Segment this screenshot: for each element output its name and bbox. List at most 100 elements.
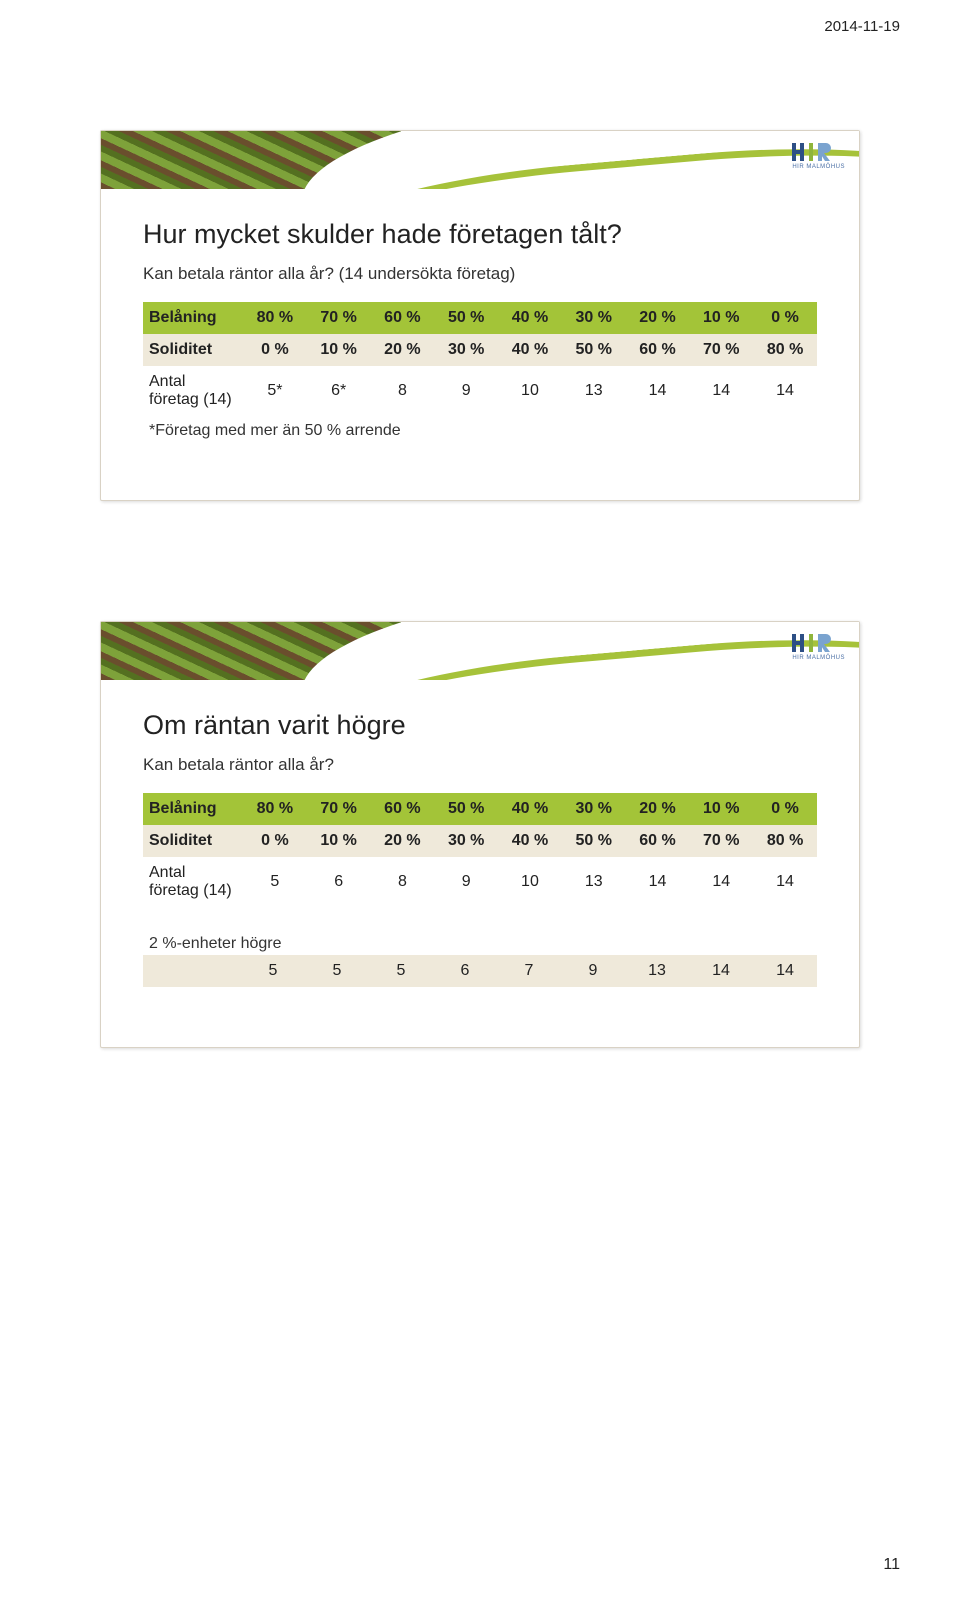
hir-logo-icon <box>792 141 842 163</box>
table-cell: 10 <box>498 857 562 907</box>
table-cell: 40 % <box>498 302 562 334</box>
table-row-belaning: Belåning80 %70 %60 %50 %40 %30 %20 %10 %… <box>143 793 817 825</box>
slide-1-body: Hur mycket skulder hade företagen tålt? … <box>101 189 859 500</box>
slide-2: HIR MALMÖHUS Om räntan varit högre Kan b… <box>100 621 860 1048</box>
slide-header-graphic: HIR MALMÖHUS <box>101 131 859 189</box>
slide-2-extra-table: 555679131414 <box>143 955 817 987</box>
table-cell: 0 % <box>243 825 307 857</box>
hir-logo-subtitle: HIR MALMÖHUS <box>792 164 845 170</box>
table-cell: 14 <box>753 955 817 987</box>
table-cell: 10 % <box>689 302 753 334</box>
table-cell: 10 % <box>307 825 371 857</box>
slide-2-subtitle: Kan betala räntor alla år? <box>143 755 817 775</box>
table-cell: 30 % <box>434 825 498 857</box>
table-cell: 5 <box>369 955 433 987</box>
table-cell: 5 <box>305 955 369 987</box>
table-cell: 70 % <box>689 825 753 857</box>
table-cell: 80 % <box>753 334 817 366</box>
table-cell: 70 % <box>307 302 371 334</box>
table-cell: 50 % <box>434 793 498 825</box>
table-cell: 6 <box>433 955 497 987</box>
table-cell: 80 % <box>243 793 307 825</box>
hir-logo: HIR MALMÖHUS <box>792 632 845 661</box>
table-cell: 6* <box>307 366 371 416</box>
table-cell: 30 % <box>562 793 626 825</box>
row-label: Soliditet <box>143 334 243 366</box>
row-label: Belåning <box>143 302 243 334</box>
table-row-soliditet: Soliditet0 %10 %20 %30 %40 %50 %60 %70 %… <box>143 334 817 366</box>
table-row-soliditet: Soliditet0 %10 %20 %30 %40 %50 %60 %70 %… <box>143 825 817 857</box>
table-cell: 13 <box>562 857 626 907</box>
table-cell: 9 <box>434 857 498 907</box>
table-cell: 50 % <box>562 825 626 857</box>
table-cell: 40 % <box>498 825 562 857</box>
table-cell: 10 % <box>689 793 753 825</box>
table-cell: 20 % <box>371 825 435 857</box>
table-row-belaning: Belåning80 %70 %60 %50 %40 %30 %20 %10 %… <box>143 302 817 334</box>
table-cell: 14 <box>626 366 690 416</box>
row-label <box>143 955 241 987</box>
table-cell: 30 % <box>562 302 626 334</box>
hir-logo-subtitle: HIR MALMÖHUS <box>792 655 845 661</box>
table-cell: 60 % <box>371 302 435 334</box>
table-cell: 50 % <box>562 334 626 366</box>
table-cell: 40 % <box>498 334 562 366</box>
hir-logo: HIR MALMÖHUS <box>792 141 845 170</box>
slide-2-extra-label: 2 %-enheter högre <box>149 935 817 953</box>
table-cell: 50 % <box>434 302 498 334</box>
slide-2-table: Belåning80 %70 %60 %50 %40 %30 %20 %10 %… <box>143 793 817 907</box>
table-cell: 7 <box>497 955 561 987</box>
row-label: Belåning <box>143 793 243 825</box>
slide-1-subtitle: Kan betala räntor alla år? (14 undersökt… <box>143 264 817 284</box>
hir-logo-icon <box>792 632 842 654</box>
table-cell: 60 % <box>371 793 435 825</box>
page-number: 11 <box>883 1556 900 1574</box>
table-cell: 13 <box>562 366 626 416</box>
table-row-extra: 555679131414 <box>143 955 817 987</box>
table-cell: 14 <box>753 366 817 416</box>
table-cell: 20 % <box>371 334 435 366</box>
table-cell: 13 <box>625 955 689 987</box>
row-label: Antal företag (14) <box>143 366 243 416</box>
table-cell: 14 <box>689 955 753 987</box>
table-cell: 14 <box>689 366 753 416</box>
table-cell: 10 <box>498 366 562 416</box>
row-label: Soliditet <box>143 825 243 857</box>
table-cell: 14 <box>626 857 690 907</box>
slide-1: HIR MALMÖHUS Hur mycket skulder hade för… <box>100 130 860 501</box>
table-row-antal: Antal företag (14)5*6*891013141414 <box>143 366 817 416</box>
table-cell: 8 <box>371 857 435 907</box>
table-cell: 14 <box>689 857 753 907</box>
page: 2014-11-19 <box>0 0 960 1604</box>
table-cell: 60 % <box>626 825 690 857</box>
row-label: Antal företag (14) <box>143 857 243 907</box>
table-cell: 5 <box>241 955 305 987</box>
table-cell: 0 % <box>753 793 817 825</box>
slides-container: HIR MALMÖHUS Hur mycket skulder hade för… <box>0 0 960 1088</box>
table-cell: 10 % <box>307 334 371 366</box>
slide-1-title: Hur mycket skulder hade företagen tålt? <box>143 219 817 250</box>
table-cell: 70 % <box>689 334 753 366</box>
slide-1-table: Belåning80 %70 %60 %50 %40 %30 %20 %10 %… <box>143 302 817 416</box>
table-cell: 9 <box>434 366 498 416</box>
table-cell: 14 <box>753 857 817 907</box>
table-cell: 40 % <box>498 793 562 825</box>
table-cell: 80 % <box>243 302 307 334</box>
table-cell: 0 % <box>753 302 817 334</box>
table-cell: 0 % <box>243 334 307 366</box>
table-row-antal: Antal företag (14)56891013141414 <box>143 857 817 907</box>
slide-2-title: Om räntan varit högre <box>143 710 817 741</box>
table-cell: 20 % <box>626 793 690 825</box>
table-cell: 60 % <box>626 334 690 366</box>
table-cell: 20 % <box>626 302 690 334</box>
table-cell: 5* <box>243 366 307 416</box>
table-cell: 6 <box>307 857 371 907</box>
slide-2-body: Om räntan varit högre Kan betala räntor … <box>101 680 859 1047</box>
table-cell: 80 % <box>753 825 817 857</box>
table-cell: 8 <box>371 366 435 416</box>
table-cell: 5 <box>243 857 307 907</box>
slide-1-footnote: *Företag med mer än 50 % arrende <box>143 422 817 440</box>
table-cell: 9 <box>561 955 625 987</box>
table-cell: 30 % <box>434 334 498 366</box>
page-date: 2014-11-19 <box>824 18 900 35</box>
